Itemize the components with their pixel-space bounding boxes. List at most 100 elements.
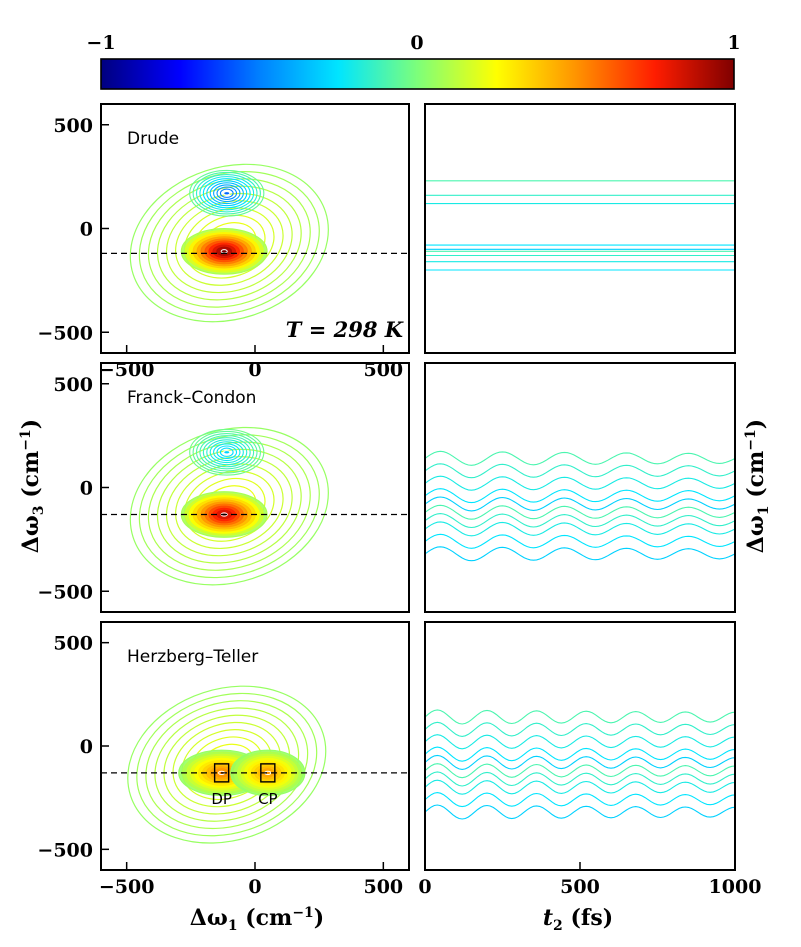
contour-halo	[129, 426, 329, 586]
contour-line	[425, 513, 735, 529]
contour-line	[425, 721, 735, 737]
panel-1-contours	[129, 163, 329, 323]
contour-halo	[138, 171, 320, 316]
contour-peak	[202, 178, 251, 209]
contour-peak	[195, 433, 258, 472]
x-tick-label: 0	[248, 876, 261, 898]
x-tick-label: 1000	[709, 876, 762, 898]
panel-6: 0 500 1000	[418, 621, 762, 898]
contour-peak	[216, 186, 238, 200]
contour-line	[425, 771, 735, 787]
contour-line	[425, 450, 735, 466]
contour-line	[425, 754, 735, 770]
contour-peak	[189, 169, 265, 217]
contour-peak	[202, 437, 251, 468]
contour-peak	[199, 176, 255, 211]
contour-peak	[199, 435, 255, 470]
x-axis-title-left: Δω1 (cm−1)	[190, 905, 324, 934]
y-tick-label: −500	[37, 322, 93, 344]
contour-line	[425, 779, 735, 795]
contour-peak	[213, 184, 241, 203]
contour-halo	[129, 163, 329, 323]
marker-label: DP	[211, 790, 232, 808]
contour-halo	[165, 192, 293, 294]
contour-line	[425, 488, 735, 504]
contour-peak	[209, 182, 244, 205]
contour-line	[425, 496, 735, 512]
marker-label: CP	[258, 790, 278, 808]
contour-line	[425, 533, 735, 549]
x-axis-title-right: t2 (fs)	[543, 905, 613, 934]
x-tick-label: 0	[418, 876, 431, 898]
y-tick-label: −500	[37, 581, 93, 603]
contour-peak-core	[223, 191, 231, 196]
colorbar-gradient	[100, 58, 735, 90]
contour-halo	[147, 178, 311, 308]
contour-line	[425, 734, 735, 750]
panel-5: DP CP Herzberg–Teller 500 0 −500 −500 0 500	[37, 621, 410, 898]
x-tick-label: −500	[99, 359, 155, 381]
contour-halo	[147, 441, 311, 571]
contour-halo	[165, 456, 293, 557]
contour-peak	[206, 180, 248, 207]
contour-peak	[213, 443, 241, 462]
contour-halo	[156, 448, 302, 564]
contour-line	[425, 763, 735, 779]
panel-frame	[424, 621, 736, 871]
contour-line	[425, 746, 735, 762]
panel-4-contours	[425, 450, 735, 562]
contour-peak	[206, 439, 248, 466]
panel-2	[424, 103, 736, 354]
contour-halo	[127, 685, 327, 844]
contour-line	[425, 475, 735, 491]
panel-6-contours	[425, 709, 735, 820]
contour-peak	[195, 174, 258, 213]
y-tick-label: 500	[53, 374, 93, 396]
panel-frame	[424, 362, 736, 613]
contour-halo	[163, 714, 291, 815]
x-tick-label: 500	[363, 876, 403, 898]
panel-3-contours	[129, 426, 329, 586]
panel-frame	[424, 103, 736, 354]
contour-line	[425, 792, 735, 808]
panel-2-contours	[425, 180, 735, 271]
contour-halo	[172, 721, 282, 808]
contour-line	[425, 504, 735, 520]
contour-halo	[136, 692, 318, 837]
x-tick-label: 0	[248, 359, 261, 381]
y-tick-label: 0	[80, 219, 93, 241]
contour-line	[425, 804, 735, 820]
contour-peak	[192, 171, 261, 215]
svg-text:Δω3 (cm−1): Δω3 (cm−1)	[18, 419, 47, 553]
contour-line	[425, 709, 735, 725]
colorbar-tick-min: −1	[86, 32, 115, 54]
contour-peak-core	[220, 249, 228, 254]
contour-peak	[209, 441, 244, 464]
contour-halo	[156, 185, 302, 301]
y-axis-title-left: Δω3 (cm−1)	[18, 419, 47, 553]
svg-text:Δω1 (cm−1): Δω1 (cm−1)	[743, 419, 772, 553]
contour-line	[425, 463, 735, 479]
y-tick-label: 0	[80, 736, 93, 758]
contour-peak	[219, 188, 234, 198]
contour-halo	[154, 707, 300, 822]
contour-peak-core	[223, 450, 231, 455]
y-tick-label: 500	[53, 115, 93, 137]
contour-peak	[189, 428, 265, 476]
y-tick-label: −500	[37, 839, 93, 861]
y-axis-title-right: Δω1 (cm−1)	[743, 419, 772, 553]
x-tick-label: 500	[560, 876, 600, 898]
panel-4	[424, 362, 736, 613]
contour-halo	[145, 700, 309, 830]
panel-title: Herzberg–Teller	[127, 647, 258, 667]
colorbar: −1 0 1	[86, 32, 741, 90]
temperature-label: T = 298 K	[286, 317, 404, 342]
contour-line	[425, 521, 735, 537]
contour-peak	[219, 447, 234, 457]
colorbar-tick-max: 1	[727, 32, 740, 54]
colorbar-tick-mid: 0	[410, 32, 423, 54]
contour-peak	[216, 445, 238, 459]
panel-3: Franck–Condon 500 0 −500	[37, 362, 410, 613]
panel-title: Drude	[127, 129, 179, 149]
